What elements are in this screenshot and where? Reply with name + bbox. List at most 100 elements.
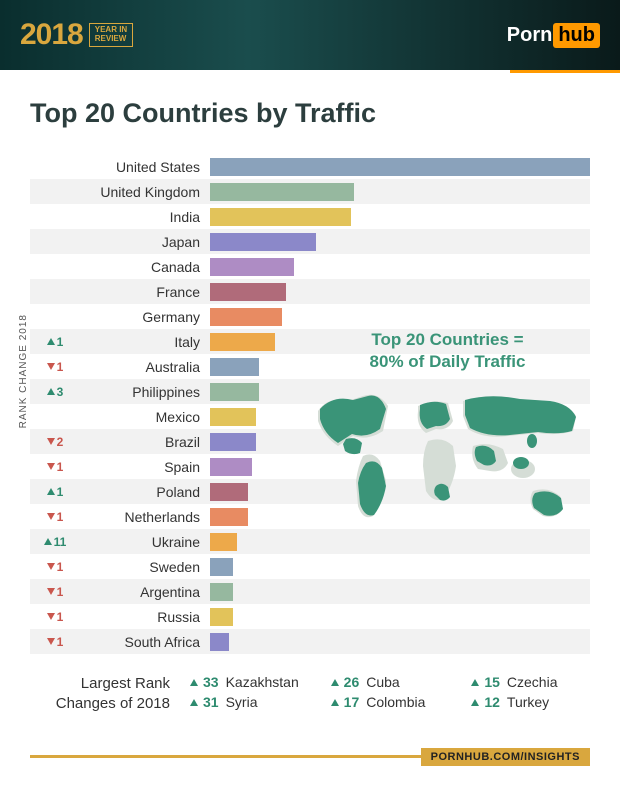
country-label: Argentina — [80, 579, 210, 604]
triangle-up-icon — [331, 679, 339, 686]
bar-cell — [210, 579, 590, 604]
chart-row: Germany — [30, 304, 590, 329]
bar — [210, 183, 354, 201]
country-label: Italy — [80, 329, 210, 354]
rank-change-value: 1 — [57, 360, 64, 374]
chart-row: India — [30, 204, 590, 229]
map-south-america — [358, 462, 386, 516]
triangle-up-icon — [471, 679, 479, 686]
rank-change-value: 1 — [57, 635, 64, 649]
footer-section: Largest Rank Changes of 2018 33Kazakhsta… — [0, 664, 620, 730]
largest-change-item: 26 Cuba — [331, 674, 450, 690]
world-map — [308, 381, 588, 551]
triangle-up-icon — [44, 538, 52, 545]
country-label: Netherlands — [80, 504, 210, 529]
country-label: France — [80, 279, 210, 304]
triangle-down-icon — [47, 638, 55, 645]
largest-change-item: 12Turkey — [471, 694, 590, 710]
country-label: United Kingdom — [80, 179, 210, 204]
header-bar: 2018 YEAR IN REVIEW Porn hub — [0, 0, 620, 70]
bar — [210, 558, 233, 576]
country-label: United States — [80, 154, 210, 179]
chart-row: Canada — [30, 254, 590, 279]
chart-row: 1 South Africa — [30, 629, 590, 654]
rank-change-value: 3 — [57, 385, 64, 399]
country-label: Japan — [80, 229, 210, 254]
rank-change-cell: 1 — [30, 354, 80, 379]
change-value: 12 — [484, 694, 500, 710]
country-label: Germany — [80, 304, 210, 329]
bar — [210, 283, 286, 301]
bar-cell — [210, 629, 590, 654]
bar — [210, 158, 590, 176]
largest-change-item: 17Colombia — [331, 694, 450, 710]
chart-row: United States — [30, 154, 590, 179]
change-value: 26 — [344, 674, 360, 690]
change-country: Cuba — [366, 674, 399, 690]
largest-changes-label: Largest Rank Changes of 2018 — [30, 674, 170, 715]
triangle-down-icon — [47, 463, 55, 470]
rank-change-cell: 1 — [30, 554, 80, 579]
country-label: Ukraine — [80, 529, 210, 554]
country-label: India — [80, 204, 210, 229]
triangle-down-icon — [47, 363, 55, 370]
change-country: Syria — [226, 694, 258, 710]
triangle-up-icon — [471, 699, 479, 706]
rank-change-cell: 11 — [30, 529, 80, 554]
rank-change-cell: 1 — [30, 479, 80, 504]
page-title: Top 20 Countries by Traffic — [30, 98, 590, 129]
rank-change-cell — [30, 154, 80, 179]
rank-change-value: 1 — [57, 510, 64, 524]
rank-change-cell: 1 — [30, 329, 80, 354]
rank-change-cell — [30, 254, 80, 279]
bar-cell — [210, 554, 590, 579]
map-philippines — [513, 457, 529, 469]
map-mexico — [343, 438, 362, 454]
logo: Porn hub — [507, 23, 600, 48]
country-label: Mexico — [80, 404, 210, 429]
country-label: South Africa — [80, 629, 210, 654]
country-label: Brazil — [80, 429, 210, 454]
bar — [210, 458, 252, 476]
change-country: Colombia — [366, 694, 425, 710]
rank-change-cell: 3 — [30, 379, 80, 404]
largest-changes: Largest Rank Changes of 2018 33Kazakhsta… — [30, 674, 590, 715]
bar-cell — [210, 304, 590, 329]
country-label: Australia — [80, 354, 210, 379]
year-text: 2018 — [20, 18, 83, 52]
chart-row: United Kingdom — [30, 179, 590, 204]
rank-change-cell: 1 — [30, 504, 80, 529]
bar-cell — [210, 154, 590, 179]
country-label: Russia — [80, 604, 210, 629]
bar — [210, 258, 294, 276]
rank-change-cell: 1 — [30, 629, 80, 654]
change-country: Czechia — [507, 674, 558, 690]
footer-bar: PORNHUB.COM/INSIGHTS — [0, 748, 620, 786]
bar — [210, 308, 282, 326]
chart-row: France — [30, 279, 590, 304]
rank-change-value: 1 — [57, 485, 64, 499]
rank-change-value: 1 — [57, 460, 64, 474]
bar — [210, 333, 275, 351]
bar-cell — [210, 229, 590, 254]
bar-cell — [210, 179, 590, 204]
footer-url: PORNHUB.COM/INSIGHTS — [421, 748, 590, 766]
year-subtitle: YEAR IN REVIEW — [89, 23, 133, 47]
triangle-up-icon — [47, 488, 55, 495]
rank-change-cell — [30, 279, 80, 304]
map-russia-asia — [465, 396, 576, 435]
triangle-up-icon — [190, 699, 198, 706]
bar — [210, 533, 237, 551]
map-japan — [527, 434, 537, 448]
bar — [210, 583, 233, 601]
triangle-down-icon — [47, 438, 55, 445]
triangle-up-icon — [190, 679, 198, 686]
rank-change-value: 1 — [57, 585, 64, 599]
bar-cell — [210, 254, 590, 279]
bar-cell — [210, 204, 590, 229]
triangle-down-icon — [47, 588, 55, 595]
bar-cell — [210, 279, 590, 304]
rank-change-cell — [30, 304, 80, 329]
triangle-down-icon — [47, 563, 55, 570]
rank-change-value: 1 — [57, 610, 64, 624]
